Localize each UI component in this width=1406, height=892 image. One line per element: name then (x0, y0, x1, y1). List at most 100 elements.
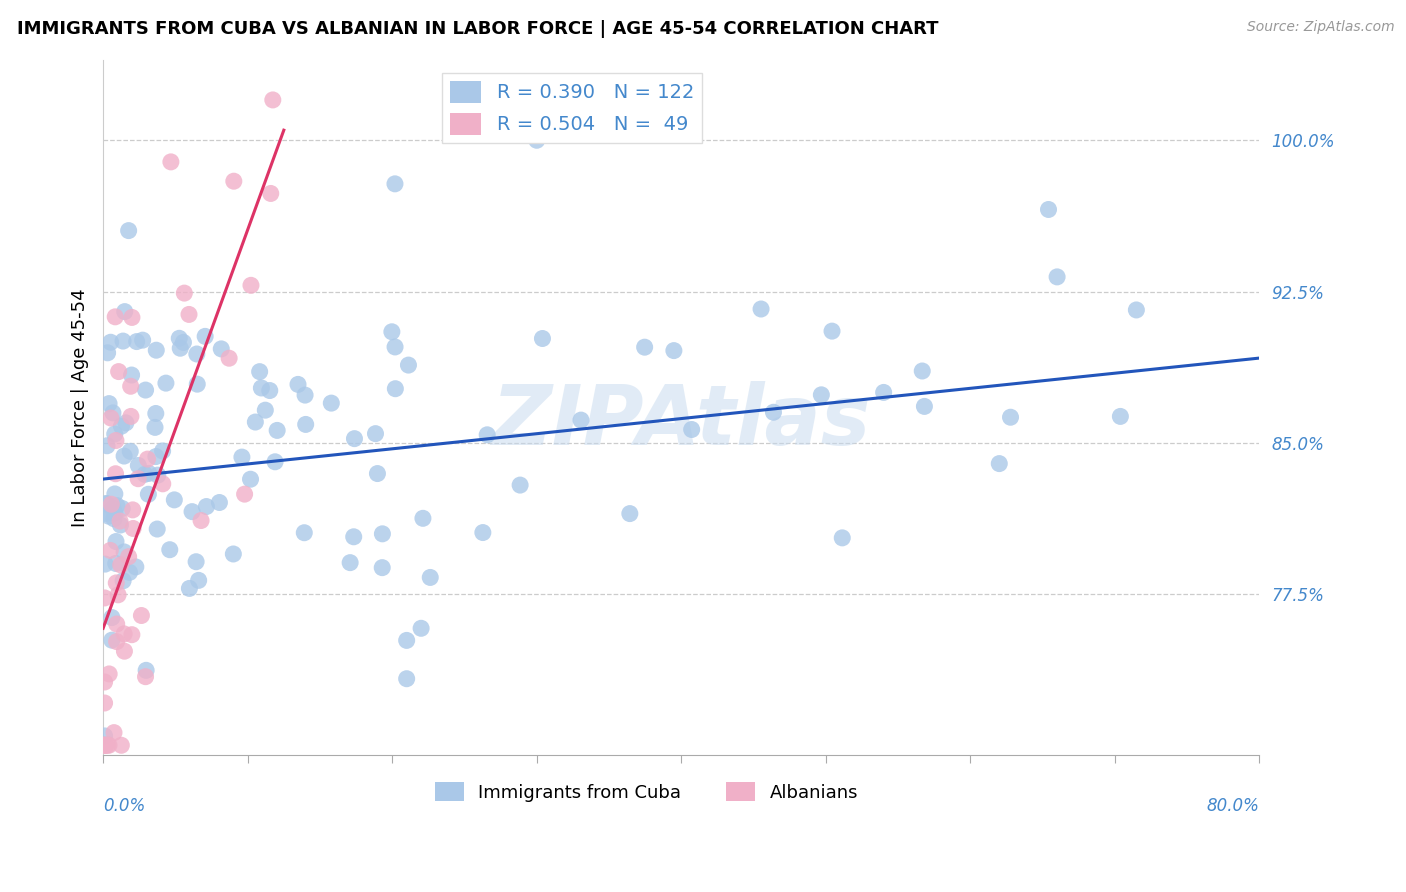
Point (339, 556, 361, 570)
Point (94, 506, 117, 520)
Point (105, 534, 128, 549)
Point (100, 497, 122, 511)
Point (135, 383, 157, 397)
Point (104, 310, 127, 324)
Point (245, 415, 267, 429)
Point (294, 417, 316, 432)
Point (136, 452, 159, 467)
Point (681, 422, 703, 436)
Text: ZIPAtlas: ZIPAtlas (492, 381, 870, 462)
Point (412, 511, 434, 525)
Point (395, 633, 418, 648)
Point (98, 667, 121, 681)
Point (120, 444, 142, 458)
Point (103, 512, 125, 526)
Point (569, 413, 592, 427)
Point (810, 388, 832, 402)
Point (1000, 410, 1022, 425)
Point (190, 514, 212, 528)
Point (419, 570, 441, 584)
Point (138, 467, 160, 481)
Point (127, 458, 149, 473)
Point (114, 644, 136, 658)
Point (105, 499, 128, 513)
Point (134, 467, 156, 482)
Point (93, 591, 115, 605)
Point (101, 633, 124, 648)
Point (749, 301, 772, 316)
Point (145, 450, 167, 464)
Point (143, 420, 166, 434)
Point (112, 545, 135, 559)
Point (98, 739, 121, 753)
Point (260, 186, 283, 201)
Point (266, 424, 288, 438)
Point (384, 382, 406, 396)
Point (93, 675, 115, 690)
Point (110, 518, 132, 533)
Point (145, 343, 167, 358)
Point (250, 381, 273, 395)
Point (187, 574, 209, 588)
Point (100, 335, 122, 350)
Point (112, 574, 135, 588)
Point (1038, 202, 1060, 217)
Point (131, 608, 153, 623)
Point (186, 347, 208, 361)
Point (96, 439, 118, 453)
Text: IMMIGRANTS FROM CUBA VS ALBANIAN IN LABOR FORCE | AGE 45-54 CORRELATION CHART: IMMIGRANTS FROM CUBA VS ALBANIAN IN LABO… (17, 20, 938, 37)
Legend: Immigrants from Cuba, Albanians: Immigrants from Cuba, Albanians (427, 775, 866, 809)
Point (93, 696, 115, 710)
Point (222, 547, 245, 561)
Point (208, 495, 231, 509)
Point (100, 411, 122, 425)
Point (381, 325, 404, 339)
Point (110, 558, 132, 572)
Point (122, 521, 145, 535)
Point (104, 427, 127, 442)
Point (762, 405, 785, 419)
Point (526, 133, 548, 147)
Point (146, 468, 169, 483)
Point (138, 487, 160, 501)
Point (159, 542, 181, 557)
Point (114, 304, 136, 318)
Point (121, 368, 143, 382)
Point (121, 310, 143, 325)
Point (107, 365, 129, 379)
Point (1109, 409, 1132, 424)
Point (249, 365, 271, 379)
Point (98, 396, 121, 410)
Point (912, 400, 935, 414)
Point (103, 725, 125, 739)
Point (287, 377, 309, 392)
Point (254, 403, 277, 417)
Point (831, 531, 853, 545)
Point (239, 472, 262, 486)
Point (184, 555, 207, 569)
Point (160, 154, 183, 169)
Point (186, 377, 208, 392)
Point (662, 343, 685, 358)
Point (633, 340, 655, 354)
Point (115, 416, 138, 430)
Point (398, 358, 420, 372)
Point (135, 663, 157, 677)
Point (94, 738, 117, 752)
Point (173, 286, 195, 301)
Point (117, 224, 139, 238)
Text: Source: ZipAtlas.com: Source: ZipAtlas.com (1247, 20, 1395, 34)
Point (509, 478, 531, 492)
Point (110, 739, 132, 753)
Y-axis label: In Labor Force | Age 45-54: In Labor Force | Age 45-54 (72, 288, 89, 527)
Point (264, 455, 287, 469)
Point (292, 525, 315, 540)
Point (477, 427, 499, 442)
Point (262, 93, 284, 107)
Point (131, 333, 153, 347)
Point (218, 351, 240, 366)
Point (152, 476, 174, 491)
Point (231, 450, 253, 464)
Point (364, 426, 387, 441)
Point (105, 575, 128, 590)
